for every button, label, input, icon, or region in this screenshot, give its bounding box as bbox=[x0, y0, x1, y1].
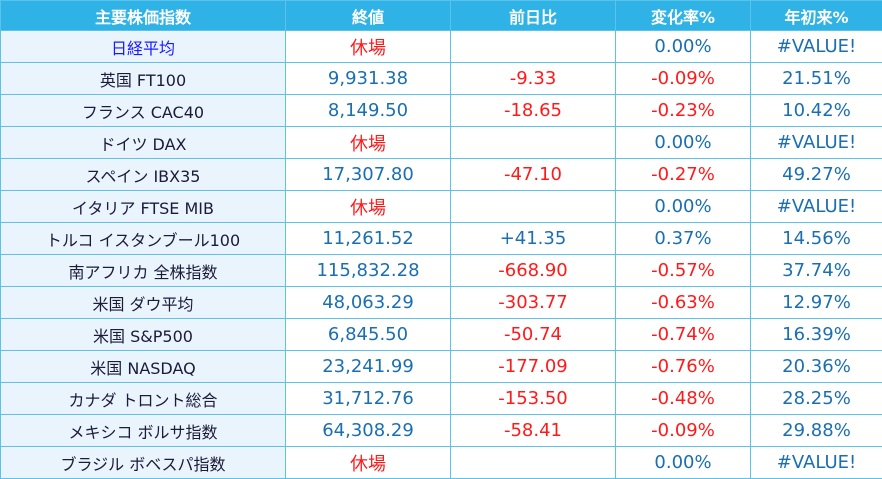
value-cell: -668.90 bbox=[450, 254, 616, 287]
value-cell: -47.10 bbox=[450, 158, 616, 191]
header-cell: 年初来% bbox=[750, 0, 882, 31]
value-cell: 64,308.29 bbox=[285, 414, 451, 447]
table-row: ブラジル ボベスパ指数 休場 0.00% #VALUE! bbox=[0, 446, 882, 479]
index-name: 英国 FT100 bbox=[0, 62, 286, 95]
table-row: 南アフリカ 全株指数 115,832.28 -668.90 -0.57% 37.74% bbox=[0, 254, 882, 287]
value-cell: 49.27% bbox=[750, 158, 882, 191]
value-cell: 10.42% bbox=[750, 94, 882, 127]
value-cell: 12.97% bbox=[750, 286, 882, 319]
header-cell: 変化率% bbox=[615, 0, 751, 31]
value-cell: -50.74 bbox=[450, 318, 616, 351]
value-cell: #VALUE! bbox=[750, 126, 882, 159]
value-cell: -0.57% bbox=[615, 254, 751, 287]
value-cell: #VALUE! bbox=[750, 190, 882, 223]
table-row: メキシコ ボルサ指数 64,308.29 -58.41 -0.09% 29.88% bbox=[0, 414, 882, 447]
table-row: 日経平均 休場 0.00% #VALUE! bbox=[0, 30, 882, 63]
index-name: 米国 NASDAQ bbox=[0, 350, 286, 383]
table-row: 米国 NASDAQ 23,241.99 -177.09 -0.76% 20.36% bbox=[0, 350, 882, 383]
value-cell: 休場 bbox=[285, 126, 451, 159]
value-cell: 9,931.38 bbox=[285, 62, 451, 95]
value-cell bbox=[450, 30, 616, 63]
table-row: 米国 ダウ平均 48,063.29 -303.77 -0.63% 12.97% bbox=[0, 286, 882, 319]
header-cell: 終値 bbox=[285, 0, 451, 31]
value-cell: -177.09 bbox=[450, 350, 616, 383]
index-name: メキシコ ボルサ指数 bbox=[0, 414, 286, 447]
value-cell: 23,241.99 bbox=[285, 350, 451, 383]
value-cell: -18.65 bbox=[450, 94, 616, 127]
value-cell bbox=[450, 446, 616, 479]
value-cell: -0.23% bbox=[615, 94, 751, 127]
value-cell: 37.74% bbox=[750, 254, 882, 287]
index-name: 米国 S&P500 bbox=[0, 318, 286, 351]
value-cell: 休場 bbox=[285, 30, 451, 63]
value-cell: +41.35 bbox=[450, 222, 616, 255]
header-cell: 前日比 bbox=[450, 0, 616, 31]
value-cell: 48,063.29 bbox=[285, 286, 451, 319]
value-cell: 0.00% bbox=[615, 30, 751, 63]
value-cell: 28.25% bbox=[750, 382, 882, 415]
value-cell: 16.39% bbox=[750, 318, 882, 351]
value-cell bbox=[450, 126, 616, 159]
value-cell: 0.00% bbox=[615, 446, 751, 479]
index-name: イタリア FTSE MIB bbox=[0, 190, 286, 223]
index-name: ドイツ DAX bbox=[0, 126, 286, 159]
value-cell: -0.27% bbox=[615, 158, 751, 191]
value-cell: #VALUE! bbox=[750, 30, 882, 63]
value-cell: -303.77 bbox=[450, 286, 616, 319]
index-name: 南アフリカ 全株指数 bbox=[0, 254, 286, 287]
value-cell: 0.37% bbox=[615, 222, 751, 255]
value-cell bbox=[450, 190, 616, 223]
value-cell: 6,845.50 bbox=[285, 318, 451, 351]
header-row: 主要株価指数 終値 前日比 変化率% 年初来% bbox=[0, 0, 882, 31]
value-cell: -58.41 bbox=[450, 414, 616, 447]
value-cell: 29.88% bbox=[750, 414, 882, 447]
value-cell: -0.63% bbox=[615, 286, 751, 319]
table-row: スペイン IBX35 17,307.80 -47.10 -0.27% 49.27% bbox=[0, 158, 882, 191]
value-cell: 0.00% bbox=[615, 190, 751, 223]
index-name: カナダ トロント総合 bbox=[0, 382, 286, 415]
value-cell: -0.48% bbox=[615, 382, 751, 415]
table-row: カナダ トロント総合 31,712.76 -153.50 -0.48% 28.25% bbox=[0, 382, 882, 415]
table-row: ドイツ DAX 休場 0.00% #VALUE! bbox=[0, 126, 882, 159]
value-cell: 0.00% bbox=[615, 126, 751, 159]
header-cell: 主要株価指数 bbox=[0, 0, 286, 31]
value-cell: -0.76% bbox=[615, 350, 751, 383]
value-cell: 11,261.52 bbox=[285, 222, 451, 255]
table-row: フランス CAC40 8,149.50 -18.65 -0.23% 10.42% bbox=[0, 94, 882, 127]
value-cell: 休場 bbox=[285, 446, 451, 479]
value-cell: 115,832.28 bbox=[285, 254, 451, 287]
index-name: 日経平均 bbox=[0, 30, 286, 63]
index-name: トルコ イスタンブール100 bbox=[0, 222, 286, 255]
value-cell: 14.56% bbox=[750, 222, 882, 255]
value-cell: 8,149.50 bbox=[285, 94, 451, 127]
index-name: スペイン IBX35 bbox=[0, 158, 286, 191]
value-cell: 20.36% bbox=[750, 350, 882, 383]
value-cell: -0.09% bbox=[615, 414, 751, 447]
table-row: 英国 FT100 9,931.38 -9.33 -0.09% 21.51% bbox=[0, 62, 882, 95]
value-cell: 31,712.76 bbox=[285, 382, 451, 415]
table-row: イタリア FTSE MIB 休場 0.00% #VALUE! bbox=[0, 190, 882, 223]
index-name: 米国 ダウ平均 bbox=[0, 286, 286, 319]
value-cell: -9.33 bbox=[450, 62, 616, 95]
value-cell: -0.74% bbox=[615, 318, 751, 351]
value-cell: -153.50 bbox=[450, 382, 616, 415]
value-cell: #VALUE! bbox=[750, 446, 882, 479]
index-name: フランス CAC40 bbox=[0, 94, 286, 127]
value-cell: -0.09% bbox=[615, 62, 751, 95]
value-cell: 17,307.80 bbox=[285, 158, 451, 191]
table-row: 米国 S&P500 6,845.50 -50.74 -0.74% 16.39% bbox=[0, 318, 882, 351]
table-row: トルコ イスタンブール100 11,261.52 +41.35 0.37% 14.56% bbox=[0, 222, 882, 255]
value-cell: 休場 bbox=[285, 190, 451, 223]
table-body: 日経平均 休場 0.00% #VALUE! 英国 FT100 9,931.38 -9.33-… bbox=[0, 30, 882, 479]
value-cell: 21.51% bbox=[750, 62, 882, 95]
index-name: ブラジル ボベスパ指数 bbox=[0, 446, 286, 479]
